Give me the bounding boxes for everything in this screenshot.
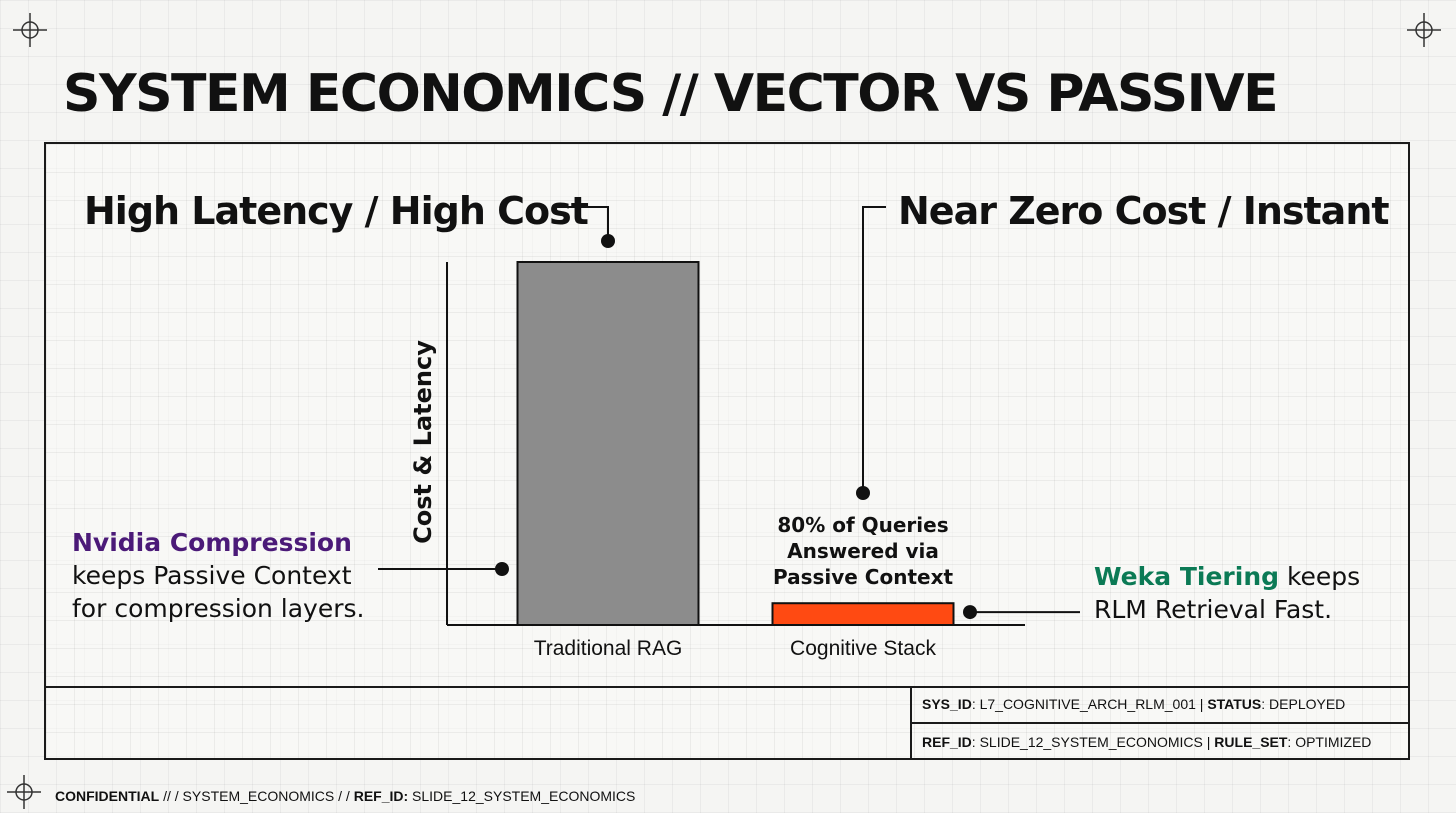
sys-id-label: SYS_ID: [922, 696, 972, 712]
nvidia-annotation: Nvidia Compression keeps Passive Context…: [72, 526, 364, 625]
conf-ref-label: REF_ID:: [353, 788, 409, 804]
weka-leader-dot: [963, 605, 977, 620]
high-cost-callout: High Latency / High Cost: [84, 189, 589, 233]
weka-highlight: Weka Tiering: [1094, 562, 1280, 591]
page-title: SYSTEM ECONOMICS // VECTOR VS PASSIVE: [63, 64, 1279, 124]
weka-line-1-rest: keeps: [1279, 562, 1361, 591]
near-zero-callout: Near Zero Cost / Instant: [898, 189, 1389, 233]
status-value: : DEPLOYED: [1261, 696, 1346, 712]
status-label: STATUS: [1207, 696, 1262, 712]
nvidia-line-2: for compression layers.: [72, 594, 365, 623]
conf-ref-value: SLIDE_12_SYSTEM_ECONOMICS: [408, 788, 636, 804]
rule-set-value: : OPTIMIZED: [1287, 734, 1372, 750]
chart-tick-labels: Traditional RAG Cognitive Stack: [534, 637, 937, 660]
weka-annotation: Weka Tiering keeps RLM Retrieval Fast.: [1094, 560, 1360, 626]
footer-row-sys: SYS_ID: L7_COGNITIVE_ARCH_RLM_001 | STAT…: [912, 686, 1410, 722]
nvidia-highlight: Nvidia Compression: [72, 528, 352, 557]
chart-bars: [516, 261, 955, 626]
footer-row-ref: REF_ID: SLIDE_12_SYSTEM_ECONOMICS | RULE…: [912, 722, 1410, 760]
x-tick-label-cognitive-stack: Cognitive Stack: [790, 637, 936, 660]
weka-line-2: RLM Retrieval Fast.: [1094, 595, 1333, 624]
callout-lines: [378, 206, 1080, 620]
rule-set-label: RULE_SET: [1214, 734, 1288, 750]
confidential-mid: // / SYSTEM_ECONOMICS / /: [159, 788, 354, 804]
nvidia-line-1: keeps Passive Context: [72, 561, 352, 590]
nvidia-leader-dot: [495, 562, 509, 576]
crosshair-icon: [7, 775, 41, 809]
bar-cognitive-stack: [771, 602, 955, 626]
footer-info: SYS_ID: L7_COGNITIVE_ARCH_RLM_001 | STAT…: [910, 686, 1410, 760]
confidential-label: CONFIDENTIAL: [55, 788, 160, 804]
high-cost-leader-line: [553, 206, 609, 241]
footer-box: [44, 686, 1410, 760]
sys-id-value: : L7_COGNITIVE_ARCH_RLM_001 |: [971, 696, 1208, 712]
y-axis-label: Cost & Latency: [409, 340, 437, 544]
confidential-footer: CONFIDENTIAL // / SYSTEM_ECONOMICS / / R…: [55, 788, 635, 804]
ref-id-value: : SLIDE_12_SYSTEM_ECONOMICS |: [971, 734, 1215, 750]
bar-note-line-1: 80% of Queries: [777, 513, 948, 537]
high-cost-leader-dot: [601, 234, 615, 248]
bar-note-line-3: Passive Context: [773, 565, 954, 589]
x-tick-label-traditional-rag: Traditional RAG: [534, 637, 683, 660]
crosshair-icon: [13, 13, 47, 47]
crosshair-icon: [1407, 13, 1441, 47]
bar-note-line-2: Answered via: [787, 539, 939, 563]
near-zero-leader-line: [862, 206, 886, 493]
ref-id-label: REF_ID: [922, 734, 972, 750]
chart-frame: [44, 142, 1410, 760]
bar-traditional-rag: [516, 261, 700, 626]
near-zero-leader-dot: [856, 486, 870, 500]
